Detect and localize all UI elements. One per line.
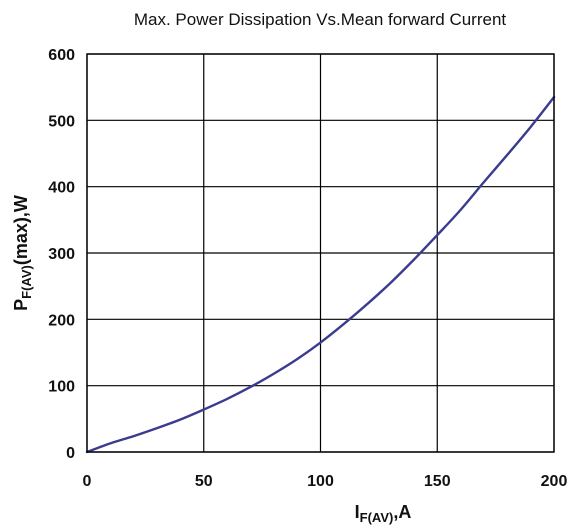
plot-frame	[86, 53, 555, 453]
y-axis-label-unit: (max),W	[11, 195, 31, 265]
x-tick-label: 0	[83, 473, 92, 490]
x-tick-label: 100	[307, 473, 334, 490]
y-tick-label: 200	[48, 312, 75, 329]
y-axis-label: PF(AV)(max),W	[11, 195, 34, 311]
chart-title: Max. Power Dissipation Vs.Mean forward C…	[134, 10, 507, 29]
y-tick-label: 600	[48, 47, 75, 64]
x-tick-label: 200	[541, 473, 568, 490]
series-line-0	[85, 95, 556, 454]
series-layer	[85, 95, 556, 454]
y-tick-label: 400	[48, 180, 75, 197]
x-tick-label: 150	[424, 473, 451, 490]
y-axis-label-subscript: F(AV)	[19, 265, 34, 299]
x-axis-label-main: I	[355, 502, 360, 522]
y-tick-label: 500	[48, 113, 75, 130]
x-axis-label-unit: ,A	[393, 502, 411, 522]
x-axis-label-subscript: F(AV)	[360, 510, 394, 525]
x-tick-label: 50	[195, 473, 213, 490]
y-axis-label-main: P	[11, 299, 31, 311]
y-tick-label: 300	[48, 246, 75, 263]
grid	[86, 53, 555, 453]
y-tick-label: 100	[48, 379, 75, 396]
y-tick-label: 0	[66, 445, 75, 462]
x-axis-label: IF(AV),A	[355, 502, 412, 525]
x-axis-ticks: 0 50 100 150 200	[83, 473, 568, 490]
y-axis-ticks: 0 100 200 300 400 500 600	[48, 47, 75, 462]
